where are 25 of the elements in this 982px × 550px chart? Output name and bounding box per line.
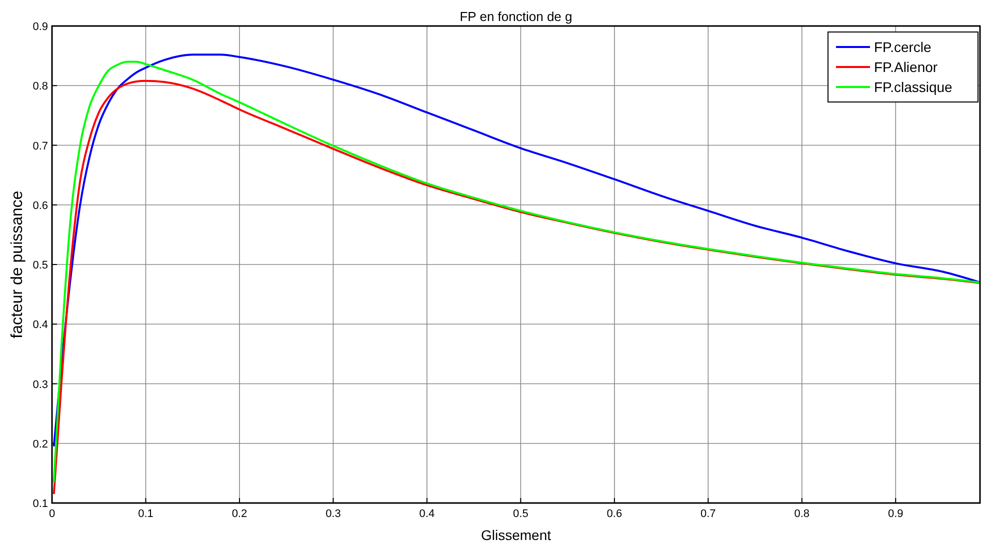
y-tick-label: 0.3: [32, 378, 48, 391]
x-tick-label: 0.5: [513, 508, 528, 520]
x-tick-label: 0: [48, 508, 56, 520]
x-tick-label: 0.1: [138, 508, 154, 520]
x-tick-label: 0.4: [419, 508, 435, 520]
x-tick-label: 0.2: [232, 508, 248, 520]
legend-label: FP.classique: [874, 79, 953, 95]
y-tick-label: 0.8: [32, 80, 48, 93]
y-tick-label: 0.1: [32, 498, 48, 510]
x-tick-label: 0.3: [326, 508, 341, 520]
y-tick-label: 0.7: [32, 140, 48, 152]
x-tick-label: 0.7: [700, 508, 716, 520]
x-tick-label: 0.6: [606, 508, 622, 520]
y-tick-label: 0.6: [32, 200, 48, 212]
x-tick-label: 0.8: [794, 508, 810, 520]
chart-title: FP en fonction de g: [460, 9, 572, 24]
y-tick-label: 0.2: [32, 438, 48, 450]
legend-label: FP.Alienor: [874, 59, 938, 75]
legend-label: FP.cercle: [874, 39, 932, 55]
y-tick-label: 0.9: [32, 21, 48, 33]
x-tick-label: 0.9: [888, 508, 904, 520]
y-axis-title: facteur de puissance: [9, 190, 26, 338]
x-axis-title: Glissement: [480, 527, 552, 543]
y-tick-label: 0.4: [32, 319, 48, 332]
y-tick-label: 0.5: [32, 260, 48, 272]
